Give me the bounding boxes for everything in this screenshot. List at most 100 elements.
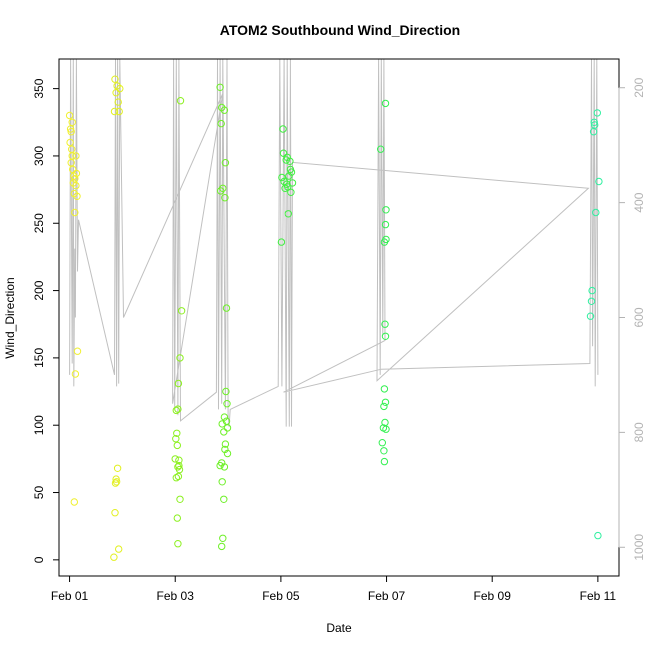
data-point bbox=[172, 435, 180, 443]
data-point bbox=[113, 464, 122, 472]
y-tick-label: 350 bbox=[32, 78, 46, 98]
data-point bbox=[285, 172, 293, 180]
data-point bbox=[220, 463, 229, 471]
data-point bbox=[68, 145, 76, 153]
data-point bbox=[66, 125, 75, 133]
data-point bbox=[112, 475, 120, 483]
data-point bbox=[287, 188, 295, 197]
x-tick-label: Feb 11 bbox=[580, 589, 617, 603]
data-point bbox=[382, 425, 390, 433]
data-point bbox=[218, 478, 226, 486]
data-point bbox=[592, 208, 600, 217]
secondary-line-path bbox=[69, 58, 599, 427]
data-point bbox=[220, 495, 228, 503]
data-point bbox=[217, 187, 225, 195]
data-point bbox=[114, 98, 122, 106]
y-tick-label: 250 bbox=[32, 213, 46, 233]
data-point bbox=[171, 455, 179, 463]
data-point bbox=[71, 208, 79, 217]
data-point bbox=[67, 159, 75, 167]
data-point bbox=[381, 332, 390, 340]
data-point bbox=[110, 107, 119, 116]
data-point bbox=[174, 472, 183, 481]
data-point bbox=[279, 149, 288, 157]
data-point bbox=[68, 152, 76, 160]
secondary-line-layer bbox=[69, 58, 599, 427]
data-point bbox=[172, 474, 181, 482]
data-point bbox=[116, 84, 124, 93]
y-tick-label: 0 bbox=[32, 556, 46, 563]
data-point bbox=[216, 461, 224, 470]
data-point bbox=[219, 534, 227, 542]
x-tick-label: Feb 03 bbox=[157, 589, 195, 603]
data-point bbox=[67, 128, 75, 136]
data-point bbox=[220, 413, 229, 421]
data-point bbox=[65, 111, 74, 120]
data-point bbox=[73, 192, 81, 201]
data-point bbox=[173, 429, 181, 437]
data-point bbox=[588, 286, 596, 295]
data-point bbox=[381, 220, 390, 229]
data-point bbox=[172, 406, 181, 415]
data-point bbox=[380, 447, 388, 455]
data-point bbox=[221, 194, 229, 202]
data-point bbox=[220, 106, 229, 114]
data-point bbox=[377, 145, 385, 153]
data-point bbox=[174, 540, 182, 548]
data-point bbox=[593, 109, 601, 117]
x-tick-label: Feb 05 bbox=[262, 589, 300, 603]
data-point bbox=[115, 107, 123, 116]
data-point bbox=[381, 398, 390, 406]
data-point bbox=[175, 461, 183, 470]
y-tick-label: 50 bbox=[32, 486, 46, 500]
data-point bbox=[174, 379, 183, 388]
data-point bbox=[176, 354, 184, 362]
data-point bbox=[380, 238, 389, 246]
x-axis-label: Date bbox=[326, 621, 352, 635]
data-point bbox=[221, 445, 229, 454]
data-point bbox=[66, 138, 74, 147]
data-point bbox=[594, 531, 602, 540]
data-point bbox=[221, 440, 230, 448]
data-point bbox=[381, 320, 389, 328]
data-point bbox=[380, 385, 389, 393]
data-point bbox=[589, 128, 598, 136]
secondary-tick-label: 800 bbox=[632, 422, 646, 442]
data-point bbox=[173, 441, 182, 450]
data-point bbox=[286, 157, 294, 166]
data-point bbox=[174, 405, 182, 413]
y-tick-label: 150 bbox=[32, 348, 46, 368]
data-point bbox=[281, 184, 289, 193]
y-axis-label: Wind_Direction bbox=[3, 277, 17, 358]
data-point bbox=[70, 498, 79, 506]
data-point bbox=[279, 125, 287, 133]
data-point bbox=[217, 119, 225, 128]
data-point bbox=[586, 312, 595, 320]
x-tick-label: Feb 09 bbox=[474, 589, 512, 603]
data-point bbox=[72, 169, 81, 178]
secondary-tick-label: 200 bbox=[632, 77, 646, 97]
data-point bbox=[68, 118, 76, 127]
data-point bbox=[380, 402, 388, 411]
data-point bbox=[223, 424, 232, 432]
data-point bbox=[220, 428, 228, 436]
data-point bbox=[222, 387, 230, 396]
data-point bbox=[72, 181, 80, 190]
data-point bbox=[216, 83, 224, 92]
data-point bbox=[587, 297, 596, 305]
data-point bbox=[112, 89, 120, 97]
data-point bbox=[380, 457, 389, 466]
data-point bbox=[595, 177, 603, 186]
data-point bbox=[218, 542, 226, 551]
y-tick-label: 200 bbox=[32, 280, 46, 300]
data-point bbox=[378, 439, 386, 447]
data-point bbox=[218, 420, 226, 428]
plot-frame bbox=[58, 58, 620, 577]
data-point bbox=[278, 173, 286, 182]
data-point bbox=[111, 75, 119, 83]
data-point bbox=[177, 307, 186, 315]
data-point bbox=[111, 479, 120, 487]
data-point bbox=[72, 152, 80, 160]
data-point bbox=[71, 175, 79, 183]
